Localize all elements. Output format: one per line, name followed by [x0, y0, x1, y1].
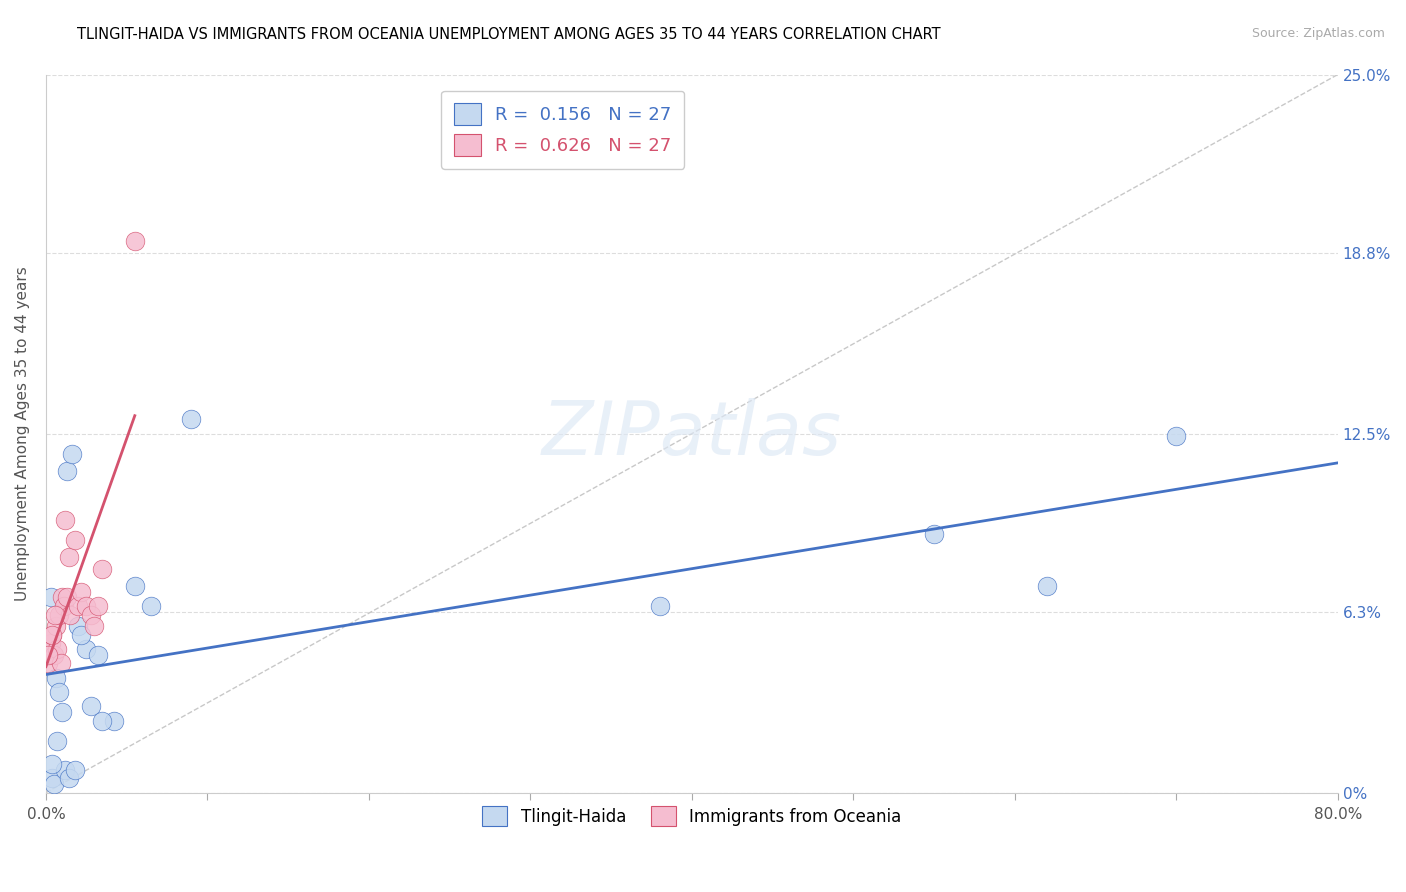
Point — [70, 584, 93, 599]
Point — [1166, 429, 1188, 443]
Point — [42, 777, 65, 791]
Point — [37, 657, 59, 671]
Point — [58, 772, 80, 786]
Point — [53, 513, 76, 527]
Point — [75, 599, 97, 613]
Point — [63, 533, 86, 547]
Point — [39, 636, 62, 650]
Point — [180, 412, 202, 426]
Point — [38, 642, 60, 657]
Text: Source: ZipAtlas.com: Source: ZipAtlas.com — [1251, 27, 1385, 40]
Point — [70, 628, 93, 642]
Point — [67, 599, 90, 613]
Point — [41, 756, 63, 771]
Point — [91, 561, 114, 575]
Point — [80, 699, 103, 714]
Text: ZIPatlas: ZIPatlas — [541, 398, 842, 469]
Legend: Tlingit-Haida, Immigrants from Oceania: Tlingit-Haida, Immigrants from Oceania — [474, 797, 910, 835]
Point — [60, 447, 83, 461]
Point — [41, 628, 63, 642]
Point — [48, 685, 70, 699]
Point — [46, 734, 69, 748]
Point — [52, 599, 75, 613]
Point — [59, 607, 82, 622]
Point — [51, 705, 73, 719]
Point — [648, 599, 671, 613]
Point — [139, 599, 162, 613]
Point — [45, 671, 67, 685]
Point — [46, 642, 69, 657]
Point — [63, 763, 86, 777]
Point — [86, 648, 108, 662]
Point — [41, 772, 63, 786]
Point — [56, 464, 79, 478]
Point — [53, 763, 76, 777]
Point — [42, 648, 65, 662]
Point — [51, 591, 73, 605]
Point — [75, 642, 97, 657]
Point — [91, 714, 114, 728]
Point — [124, 234, 146, 248]
Point — [1036, 579, 1059, 593]
Point — [86, 599, 108, 613]
Y-axis label: Unemployment Among Ages 35 to 44 years: Unemployment Among Ages 35 to 44 years — [15, 266, 30, 601]
Point — [41, 628, 63, 642]
Point — [124, 579, 146, 593]
Point — [56, 591, 79, 605]
Point — [80, 607, 103, 622]
Point — [103, 714, 125, 728]
Point — [58, 550, 80, 565]
Point — [67, 619, 90, 633]
Point — [922, 527, 945, 541]
Point — [44, 607, 66, 622]
Point — [48, 607, 70, 622]
Point — [37, 648, 59, 662]
Point — [45, 619, 67, 633]
Text: TLINGIT-HAIDA VS IMMIGRANTS FROM OCEANIA UNEMPLOYMENT AMONG AGES 35 TO 44 YEARS : TLINGIT-HAIDA VS IMMIGRANTS FROM OCEANIA… — [77, 27, 941, 42]
Point — [39, 591, 62, 605]
Point — [49, 657, 72, 671]
Point — [83, 619, 105, 633]
